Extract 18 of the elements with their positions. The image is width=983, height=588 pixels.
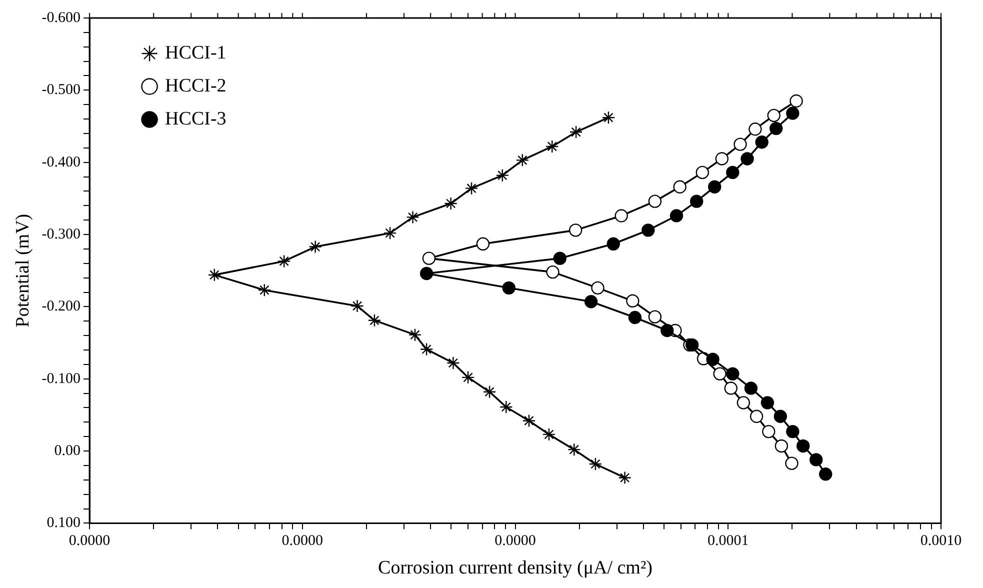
legend-label: HCCI-3 [165, 108, 226, 130]
y-tick-label: -0.200 [42, 298, 81, 315]
y-tick-label: -0.600 [42, 10, 81, 26]
x-tick-label: 0.0000 [68, 533, 110, 550]
y-axis-title: Potential (mV) [12, 214, 34, 328]
y-tick-label: 0.00 [54, 442, 81, 459]
x-axis-title: Corrosion current density (μA/ cm²) [378, 558, 652, 579]
y-tick-label: 0.100 [46, 515, 81, 532]
x-tick-label: 0.0001 [708, 533, 749, 550]
x-tick-label: 0.0000 [282, 533, 324, 550]
y-tick-label: -0.500 [42, 82, 81, 98]
x-tick-label: 0.0000 [494, 533, 536, 550]
y-tick-label: -0.100 [42, 370, 81, 387]
legend-label: HCCI-1 [165, 42, 226, 64]
x-tick-label: 0.0010 [920, 533, 962, 550]
y-tick-label: -0.300 [42, 226, 81, 242]
y-tick-label: -0.400 [42, 154, 81, 170]
legend-label: HCCI-2 [165, 75, 226, 96]
